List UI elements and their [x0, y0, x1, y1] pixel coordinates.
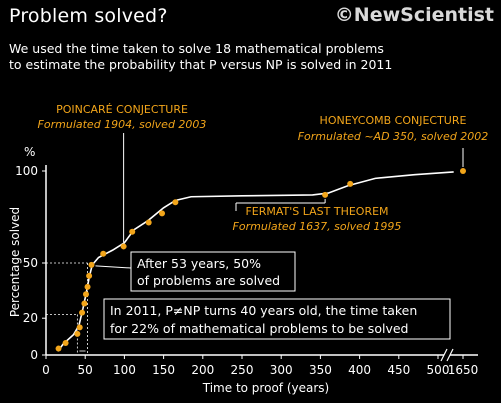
x-tick-label-200: 200: [191, 363, 214, 377]
data-point-8: [84, 283, 91, 290]
y-tick-label-20: 20: [23, 311, 38, 325]
subtitle-line-2: to estimate the probability that P versu…: [9, 57, 393, 72]
data-point-13: [129, 228, 136, 235]
x-tick-label-100: 100: [113, 363, 136, 377]
newscientist-logo: ©NewScientist: [334, 4, 494, 26]
fermat-title: FERMAT'S LAST THEOREM: [245, 205, 388, 218]
box-2011-line-2: for 22% of mathematical problems to be s…: [110, 321, 408, 336]
x-tick-label-50: 50: [78, 363, 93, 377]
x-tick-label-150: 150: [152, 363, 175, 377]
honeycomb-title: HONEYCOMB CONJECTURE: [320, 114, 467, 127]
data-point-5: [79, 309, 86, 316]
x-axis-title: Time to proof (years): [202, 381, 329, 395]
x-tick-label-450: 450: [387, 363, 410, 377]
data-point-2: [62, 340, 69, 347]
chart-subtitle: We used the time taken to solve 18 mathe…: [9, 41, 489, 73]
data-point-16: [172, 199, 179, 206]
x-tick-label-500: 500: [427, 363, 450, 377]
poincare-title: POINCARÉ CONJECTURE: [56, 103, 188, 116]
honeycomb-subtitle: Formulated ~AD 350, solved 2002: [298, 130, 489, 143]
x-tick-label-0: 0: [42, 363, 50, 377]
data-point-7: [82, 291, 89, 298]
data-points: [55, 168, 466, 352]
data-point-4: [76, 324, 83, 331]
poincare-subtitle: Formulated 1904, solved 2003: [38, 118, 207, 131]
data-point-6: [81, 300, 88, 307]
y-unit-label: %: [24, 145, 35, 159]
box-53-line-2: of problems are solved: [137, 273, 280, 288]
data-point-1: [55, 345, 62, 352]
box-53-years: [130, 251, 296, 292]
fermat-subtitle: Formulated 1637, solved 1995: [233, 220, 402, 233]
data-point-19: [460, 168, 466, 174]
data-point-17: [322, 191, 329, 198]
data-point-12: [120, 243, 127, 250]
annotation-leaders: [95, 133, 464, 269]
y-axis-title: Percentage solved: [8, 207, 22, 317]
x-tick-label-400: 400: [348, 363, 371, 377]
x-tick-label-break: 1650: [448, 363, 479, 377]
box-53-leader: [95, 265, 132, 269]
subtitle-line-1: We used the time taken to solve 18 mathe…: [9, 41, 384, 56]
data-point-10: [88, 261, 95, 268]
data-point-9: [86, 272, 93, 279]
x-tick-label-300: 300: [270, 363, 293, 377]
x-tick-label-250: 250: [231, 363, 254, 377]
x-tick-label-350: 350: [309, 363, 332, 377]
box-2011: [103, 298, 451, 340]
y-tick-label-0: 0: [30, 348, 38, 362]
chart-title: Problem solved?: [9, 5, 168, 27]
data-point-11: [100, 250, 107, 257]
axis-break-mark-2: [446, 348, 454, 362]
axis-break-mark-1: [440, 348, 448, 362]
box-2011-line-1: In 2011, P≠NP turns 40 years old, the ti…: [110, 303, 417, 318]
data-point-14: [145, 219, 152, 226]
data-point-18: [347, 180, 354, 187]
y-tick-label-50: 50: [23, 256, 38, 270]
box-53-line-1: After 53 years, 50%: [137, 256, 261, 271]
data-point-15: [159, 210, 166, 217]
y-tick-label-100: 100: [15, 164, 38, 178]
y-ticks: 0 20 50 100: [15, 164, 46, 362]
data-point-3: [74, 330, 81, 337]
